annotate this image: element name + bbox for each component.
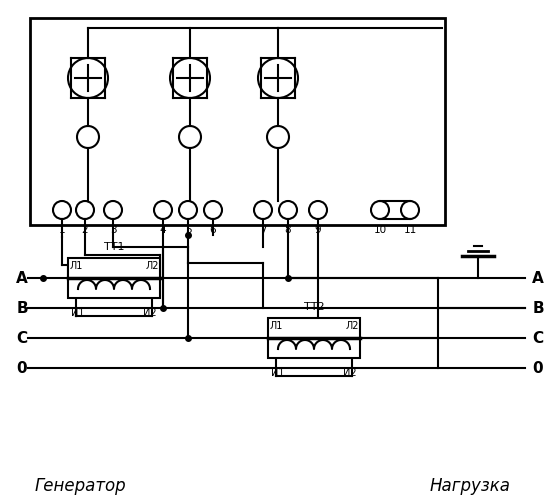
Text: И1: И1 <box>271 368 285 378</box>
Bar <box>68 258 160 298</box>
Text: 10: 10 <box>373 225 387 235</box>
Text: 7: 7 <box>260 225 266 235</box>
Text: A: A <box>16 270 28 285</box>
Text: ТТ2: ТТ2 <box>304 302 324 312</box>
Text: Л1: Л1 <box>270 321 283 331</box>
Text: 11: 11 <box>403 225 417 235</box>
Text: 2: 2 <box>82 225 89 235</box>
Text: Л2: Л2 <box>145 261 159 271</box>
Text: B: B <box>532 300 544 316</box>
Text: 1: 1 <box>59 225 65 235</box>
Text: B: B <box>16 300 28 316</box>
Text: 8: 8 <box>285 225 292 235</box>
Text: Л2: Л2 <box>345 321 359 331</box>
Text: C: C <box>532 331 543 346</box>
Text: И2: И2 <box>143 308 157 318</box>
Text: 4: 4 <box>160 225 166 235</box>
Bar <box>268 318 360 358</box>
Text: C: C <box>16 331 28 346</box>
Text: ТТ1: ТТ1 <box>104 242 124 252</box>
Text: 0: 0 <box>16 361 28 375</box>
Text: 6: 6 <box>210 225 216 235</box>
Text: 5: 5 <box>185 225 191 235</box>
Text: И2: И2 <box>343 368 357 378</box>
Text: A: A <box>532 270 544 285</box>
Text: Генератор: Генератор <box>34 477 126 495</box>
Text: 0: 0 <box>533 361 543 375</box>
Text: Нагрузка: Нагрузка <box>430 477 510 495</box>
Text: 9: 9 <box>315 225 321 235</box>
Text: И1: И1 <box>72 308 85 318</box>
Text: 3: 3 <box>109 225 116 235</box>
Text: Л1: Л1 <box>69 261 82 271</box>
Bar <box>30 18 445 225</box>
